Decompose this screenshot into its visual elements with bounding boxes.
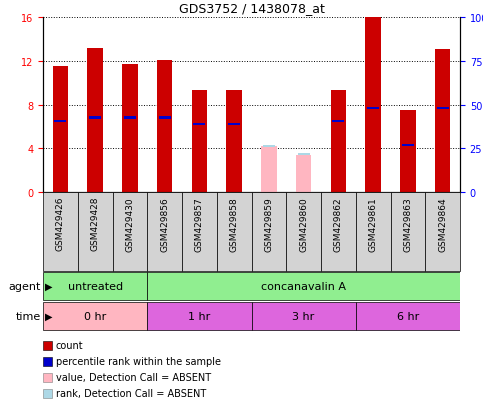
- Bar: [192, 91, 207, 192]
- Bar: [89, 117, 101, 119]
- Bar: [252, 302, 356, 330]
- Bar: [400, 111, 416, 192]
- Bar: [367, 107, 379, 110]
- Bar: [286, 192, 321, 271]
- Text: 0 hr: 0 hr: [84, 311, 106, 321]
- Bar: [53, 67, 68, 192]
- Text: GSM429864: GSM429864: [438, 197, 447, 251]
- Bar: [402, 145, 414, 147]
- Bar: [356, 302, 460, 330]
- Text: ▶: ▶: [45, 311, 53, 321]
- Text: GSM429430: GSM429430: [126, 197, 134, 251]
- Bar: [147, 302, 252, 330]
- Bar: [365, 18, 381, 192]
- Text: GSM429860: GSM429860: [299, 197, 308, 251]
- Bar: [87, 48, 103, 192]
- Text: 6 hr: 6 hr: [397, 311, 419, 321]
- Bar: [113, 192, 147, 271]
- Bar: [228, 123, 240, 126]
- Text: untreated: untreated: [68, 281, 123, 291]
- Text: GSM429862: GSM429862: [334, 197, 343, 251]
- Bar: [252, 192, 286, 271]
- Bar: [43, 192, 78, 271]
- Bar: [296, 155, 312, 192]
- Text: percentile rank within the sample: percentile rank within the sample: [56, 357, 221, 367]
- Text: 3 hr: 3 hr: [293, 311, 315, 321]
- Text: time: time: [15, 311, 41, 321]
- Bar: [54, 121, 67, 123]
- Bar: [182, 192, 217, 271]
- Text: GSM429858: GSM429858: [229, 197, 239, 251]
- Bar: [158, 117, 170, 119]
- Bar: [390, 192, 425, 271]
- Text: GSM429856: GSM429856: [160, 197, 169, 251]
- Text: agent: agent: [8, 281, 41, 291]
- Bar: [124, 117, 136, 119]
- Bar: [437, 107, 449, 110]
- Bar: [330, 91, 346, 192]
- Bar: [147, 192, 182, 271]
- Bar: [157, 61, 172, 192]
- Bar: [332, 121, 344, 123]
- Bar: [425, 192, 460, 271]
- Bar: [78, 192, 113, 271]
- Text: GSM429426: GSM429426: [56, 197, 65, 251]
- Bar: [43, 302, 147, 330]
- Bar: [356, 192, 390, 271]
- Bar: [321, 192, 356, 271]
- Bar: [227, 91, 242, 192]
- Bar: [217, 192, 252, 271]
- Text: GDS3752 / 1438078_at: GDS3752 / 1438078_at: [179, 2, 325, 15]
- Bar: [263, 145, 275, 148]
- Bar: [43, 272, 147, 301]
- Text: rank, Detection Call = ABSENT: rank, Detection Call = ABSENT: [56, 389, 206, 399]
- Text: count: count: [56, 341, 84, 351]
- Text: GSM429863: GSM429863: [403, 197, 412, 251]
- Text: GSM429428: GSM429428: [91, 197, 99, 251]
- Bar: [435, 50, 451, 192]
- Text: 1 hr: 1 hr: [188, 311, 211, 321]
- Text: value, Detection Call = ABSENT: value, Detection Call = ABSENT: [56, 373, 211, 382]
- Text: GSM429859: GSM429859: [264, 197, 273, 251]
- Bar: [147, 272, 460, 301]
- Text: concanavalin A: concanavalin A: [261, 281, 346, 291]
- Text: ▶: ▶: [45, 281, 53, 291]
- Bar: [298, 153, 310, 156]
- Bar: [261, 147, 277, 192]
- Bar: [193, 123, 205, 126]
- Text: GSM429857: GSM429857: [195, 197, 204, 251]
- Bar: [122, 65, 138, 192]
- Text: GSM429861: GSM429861: [369, 197, 378, 251]
